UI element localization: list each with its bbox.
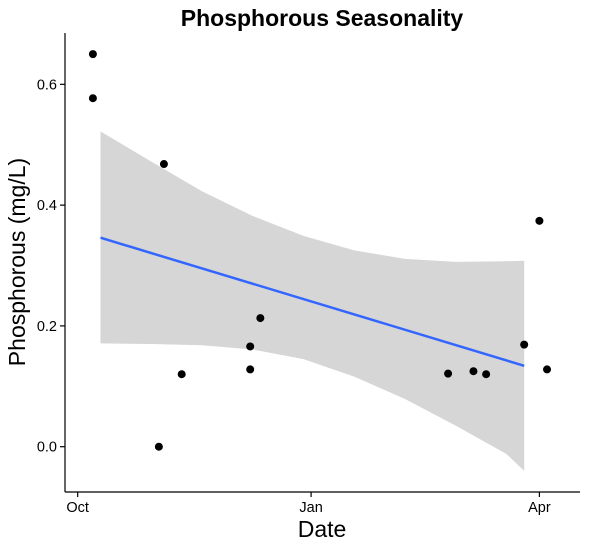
chart-title: Phosphorous Seasonality [181, 5, 464, 31]
data-point [159, 160, 168, 169]
x-tick-label: Oct [66, 500, 89, 516]
data-point [256, 314, 265, 323]
data-point [535, 216, 544, 225]
y-tick-label: 0.0 [37, 440, 57, 456]
x-axis-title: Date [298, 516, 347, 542]
x-axis-ticks: Oct Jan Apr [66, 492, 551, 516]
data-points [88, 50, 552, 451]
y-axis-ticks: 0.0 0.2 0.4 0.6 [37, 77, 65, 456]
data-point [444, 369, 453, 378]
data-point [469, 367, 478, 376]
y-tick-label: 0.6 [37, 77, 57, 93]
data-point [520, 340, 529, 349]
trend-line [100, 236, 525, 367]
data-point [88, 50, 97, 59]
data-point [246, 365, 255, 374]
data-point [482, 370, 491, 379]
y-tick-label: 0.2 [37, 319, 57, 335]
data-point [177, 370, 186, 379]
trend-line-layer [100, 236, 525, 367]
data-point [246, 342, 255, 351]
data-point [154, 442, 163, 451]
y-axis-title: Phosphorous (mg/L) [4, 158, 30, 366]
y-tick-label: 0.4 [37, 198, 57, 214]
data-point [88, 94, 97, 103]
x-tick-label: Jan [299, 500, 322, 516]
data-point [543, 365, 552, 374]
x-tick-label: Apr [528, 500, 551, 516]
